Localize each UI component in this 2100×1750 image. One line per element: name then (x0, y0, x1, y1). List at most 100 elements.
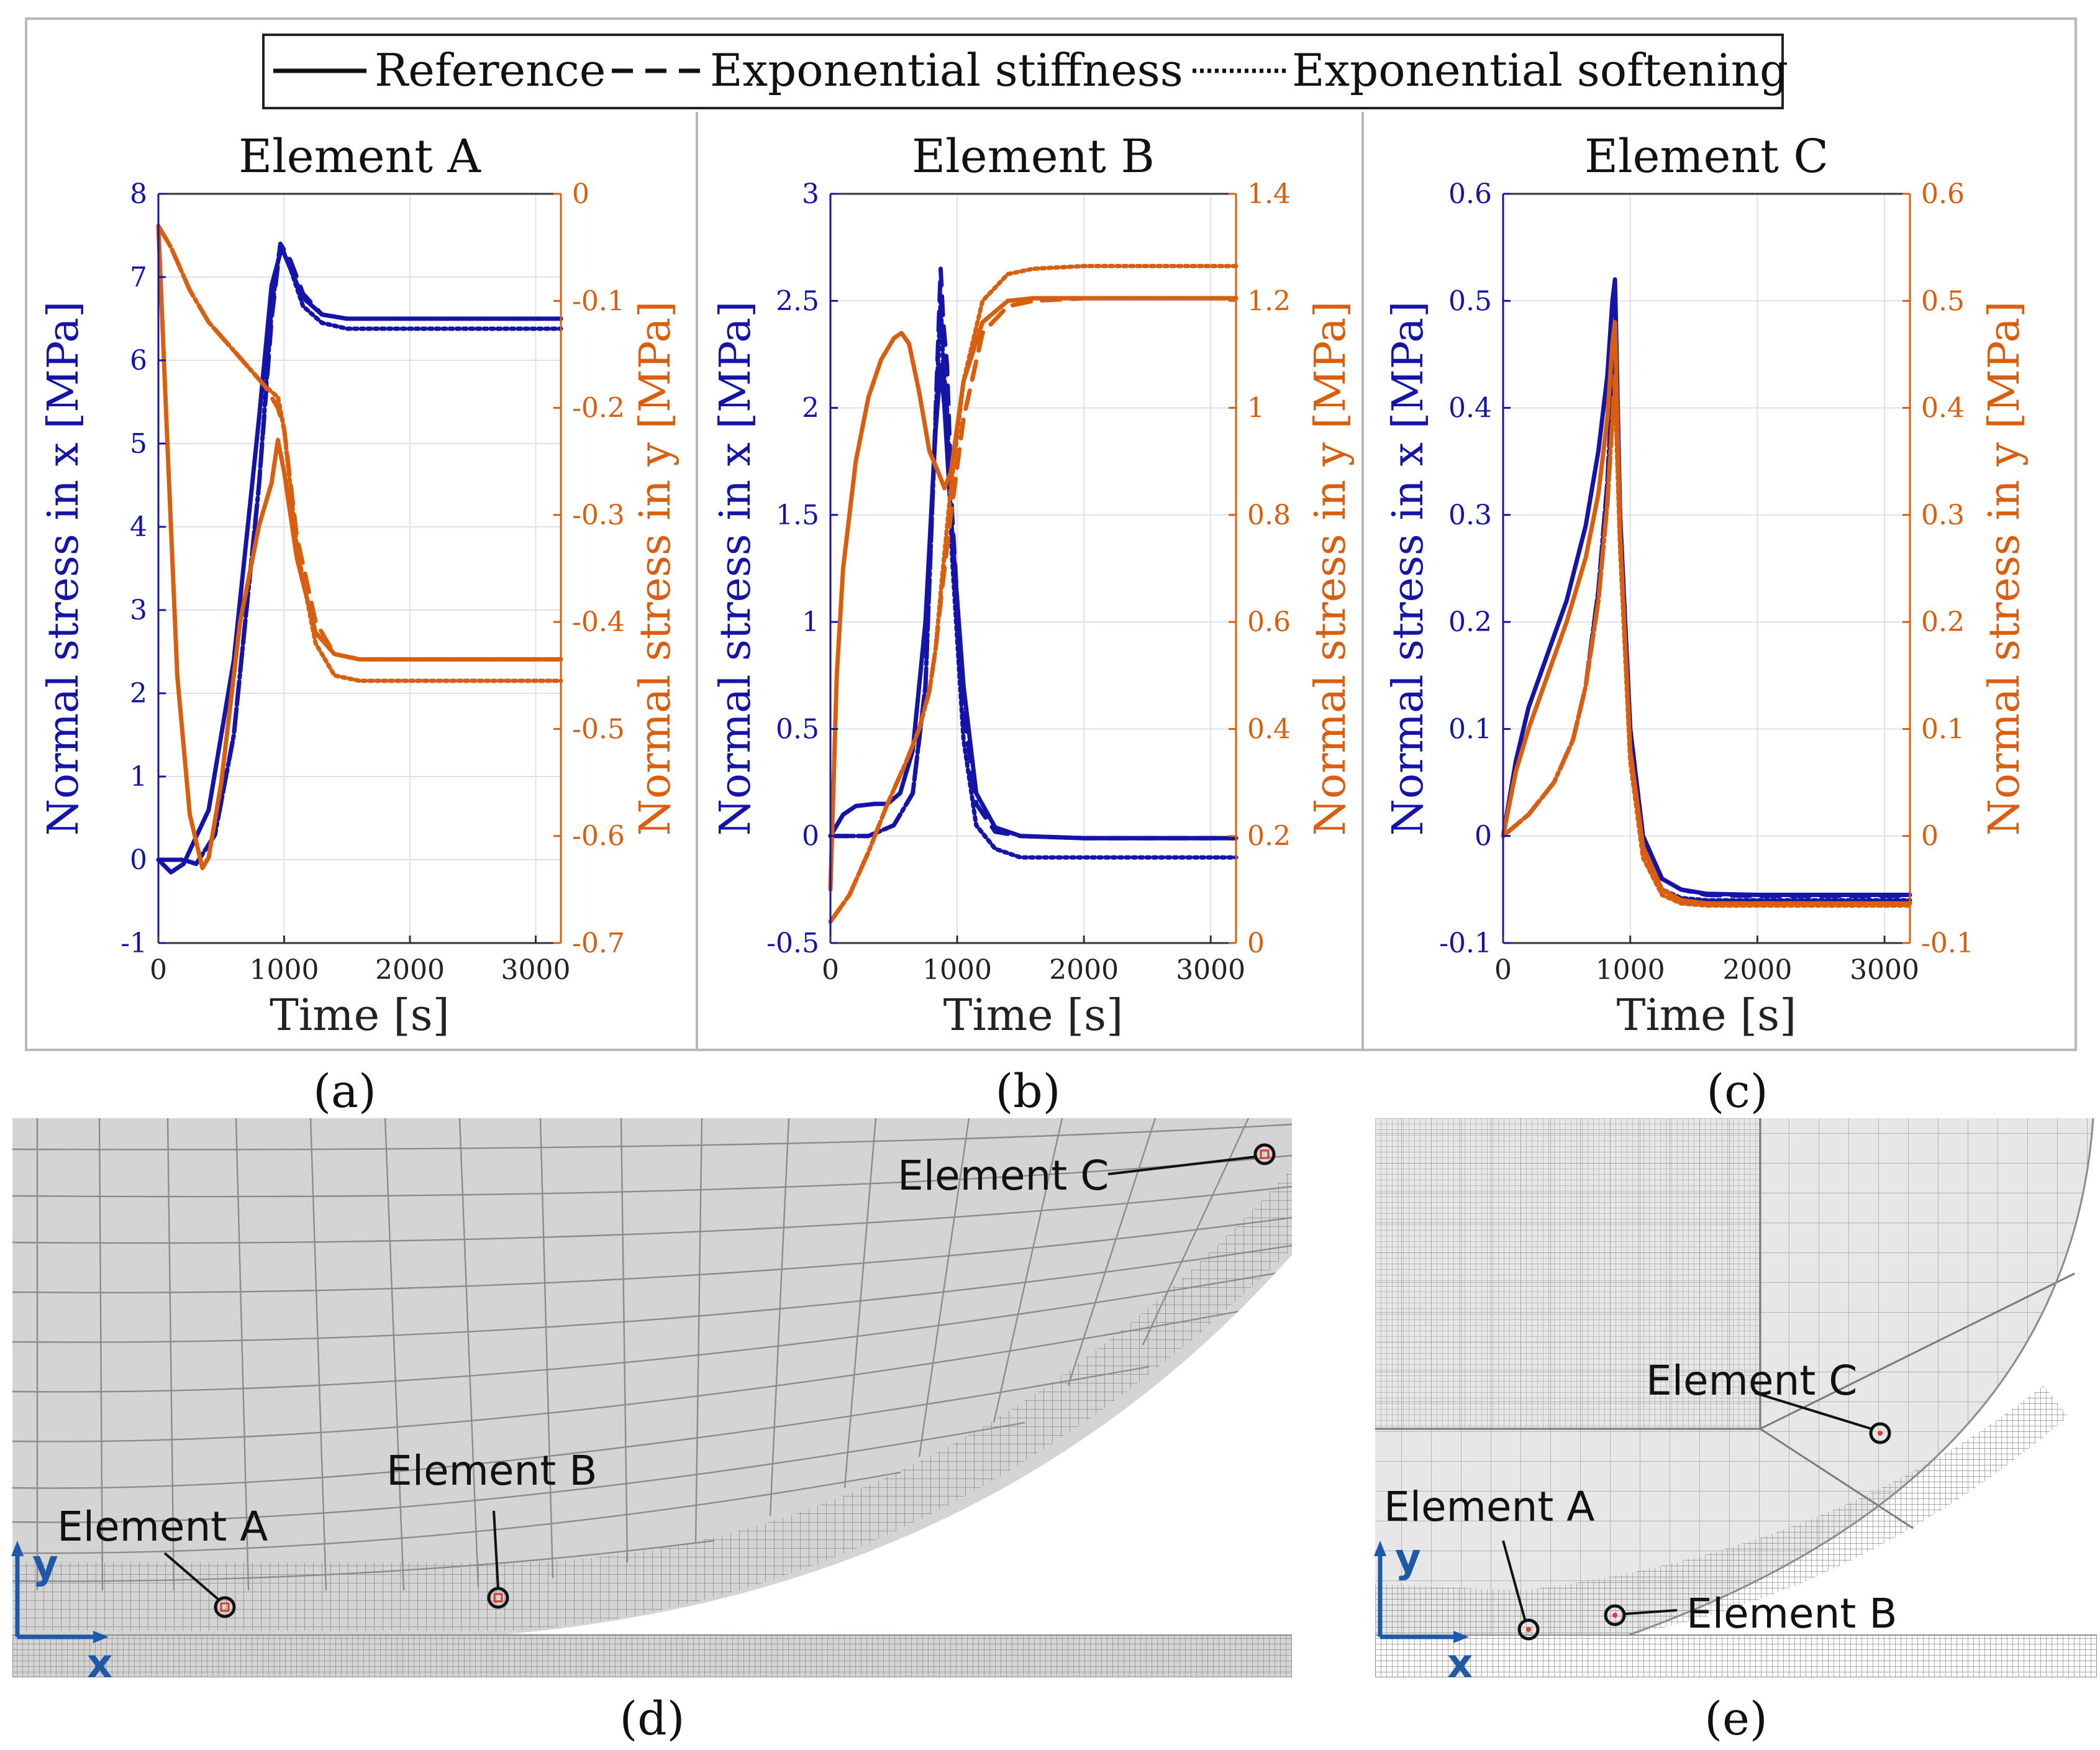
element-b-dot-e (1612, 1613, 1617, 1618)
series-line-dotted-right (828, 263, 1239, 924)
y-left-tick-label: 6 (130, 345, 147, 376)
chart-element-c: 0 1000 2000 3000-0.100.10.20.30.40.50.6-0.1… (1384, 130, 2029, 1041)
y-left-tick-label: 2.5 (776, 285, 819, 317)
triad-d-x-label: x (87, 1641, 112, 1687)
plot-area (1503, 194, 1910, 943)
y-right-tick-label: 1 (1247, 393, 1265, 424)
element-a-marker-e (1517, 1618, 1540, 1641)
y-left-tick-label: 2 (802, 393, 819, 424)
y-right-tick-label: 1.4 (1247, 178, 1291, 210)
y-left-tick-label: -0.1 (1439, 927, 1492, 959)
series-line-solid-right (828, 296, 1239, 892)
charts-frame (25, 17, 2077, 1051)
y-right-tick-label: 0.6 (1247, 606, 1291, 638)
x-tick-label: 2000 (1722, 954, 1792, 986)
y-left-tick-label: 2 (130, 678, 147, 709)
y-right-tick-label: 1.2 (1247, 285, 1291, 317)
y-left-tick-label: 5 (130, 428, 147, 460)
chart-element-b: 0 1000 2000 3000-0.500.511.522.5300.20.40.6… (711, 130, 1355, 1041)
y-right-tick-label: -0.4 (572, 606, 625, 638)
y-left-tick-label: 1 (802, 606, 819, 638)
mesh-e-core (1375, 1118, 1760, 1429)
element-a-marker-d (214, 1596, 236, 1618)
series-line-dotted-right (1501, 384, 1912, 908)
y-left-tick-label: 0.3 (1448, 499, 1492, 531)
legend-label-exp-stiffness: Exponential stiffness (710, 44, 1183, 96)
legend-label-reference: Reference (375, 44, 606, 96)
y-left-tick-label: 0 (802, 821, 819, 852)
y-left-axis-label: Normal stress in x [MPa] (1384, 301, 1433, 836)
x-axis-label: Time [s] (943, 990, 1124, 1041)
element-a-dot-e (1526, 1627, 1531, 1632)
mesh-e-label-element-a: Element A (1384, 1483, 1594, 1531)
series-line-dotted-right (156, 224, 563, 683)
y-left-tick-label: 1.5 (776, 499, 819, 531)
mesh-panel-d (12, 1118, 1292, 1677)
mesh-d-label-element-b: Element B (386, 1447, 598, 1495)
y-right-tick-label: 0.2 (1247, 821, 1291, 852)
y-left-tick-label: 0 (1475, 821, 1492, 852)
y-right-tick-label: -0.6 (572, 821, 625, 852)
x-tick-label: 0 (1494, 954, 1512, 986)
mesh-e-refined-band (1375, 1385, 2068, 1635)
x-tick-label: 3000 (1850, 954, 1919, 986)
panel-label-e: (e) (1704, 1692, 1768, 1746)
y-left-tick-label: 0 (130, 844, 147, 876)
y-right-axis-label: Normal stress in y [MPa] (631, 301, 680, 836)
y-left-tick-label: 0.4 (1448, 393, 1492, 424)
x-tick-label: 1000 (922, 954, 992, 986)
plot-area (830, 194, 1236, 943)
series-line-dotted-left (828, 298, 1239, 860)
y-right-tick-label: 0.4 (1921, 393, 1965, 424)
y-left-tick-label: 0.5 (776, 713, 819, 745)
x-tick-label: 2000 (1049, 954, 1119, 986)
element-b-dot-d (493, 1593, 503, 1603)
y-left-tick-label: 4 (130, 511, 147, 543)
y-left-axis-label: Normal stress in x [MPa] (711, 301, 760, 836)
x-tick-label: 3000 (1176, 954, 1245, 986)
y-left-tick-label: 1 (130, 761, 147, 793)
mesh-e-annotations: Element C Element B Element A y x (1374, 1357, 1898, 1687)
y-right-tick-label: -0.7 (572, 927, 625, 959)
y-left-tick-label: 0.2 (1448, 606, 1492, 638)
y-left-axis-label: Normal stress in x [MPa] (39, 301, 88, 836)
y-right-tick-label: 0.3 (1921, 499, 1965, 531)
x-axis-label: Time [s] (270, 990, 450, 1041)
panel-label-a: (a) (313, 1065, 376, 1118)
y-right-tick-label: 0 (1247, 927, 1265, 959)
triad-e-y-label: y (1395, 1536, 1421, 1582)
y-left-tick-label: -1 (120, 927, 147, 959)
y-right-tick-label: 0.5 (1921, 285, 1965, 317)
y-right-tick-label: -0.1 (1921, 927, 1974, 959)
panel-label-c: (c) (1706, 1065, 1768, 1118)
triad-e-x-label: x (1447, 1641, 1473, 1687)
element-c-marker-e (1869, 1422, 1891, 1444)
y-left-tick-label: 0.6 (1448, 178, 1492, 210)
x-tick-label: 3000 (501, 954, 571, 986)
mesh-d-label-element-c: Element C (898, 1152, 1109, 1200)
y-left-tick-label: 0.5 (1448, 285, 1492, 317)
element-c-dot-d (1260, 1149, 1270, 1159)
x-tick-label: 2000 (375, 954, 445, 986)
x-axis-label: Time [s] (1617, 990, 1797, 1041)
y-left-tick-label: 3 (802, 178, 819, 210)
x-tick-label: 1000 (1596, 954, 1665, 986)
element-c-marker-d (1253, 1143, 1276, 1165)
mesh-d-spokes (36, 1118, 1250, 1591)
element-a-dot-d (220, 1602, 230, 1612)
y-right-tick-label: -0.3 (572, 499, 625, 531)
y-left-tick-label: 0.1 (1448, 713, 1492, 745)
y-right-tick-label: -0.2 (572, 393, 625, 424)
y-right-tick-label: 0.6 (1921, 178, 1965, 210)
y-left-tick-label: 3 (130, 595, 147, 626)
y-right-tick-label: 0.8 (1247, 499, 1291, 531)
mesh-panel-e (1375, 1118, 2097, 1677)
chart-title: Element B (912, 130, 1155, 183)
legend-box (262, 34, 1784, 109)
y-right-tick-label: 0.4 (1247, 713, 1291, 745)
y-right-tick-label: 0.1 (1921, 713, 1965, 745)
chart-title: Element A (239, 130, 481, 183)
y-right-tick-label: 0 (1921, 821, 1939, 852)
chart-title: Element C (1584, 130, 1829, 183)
